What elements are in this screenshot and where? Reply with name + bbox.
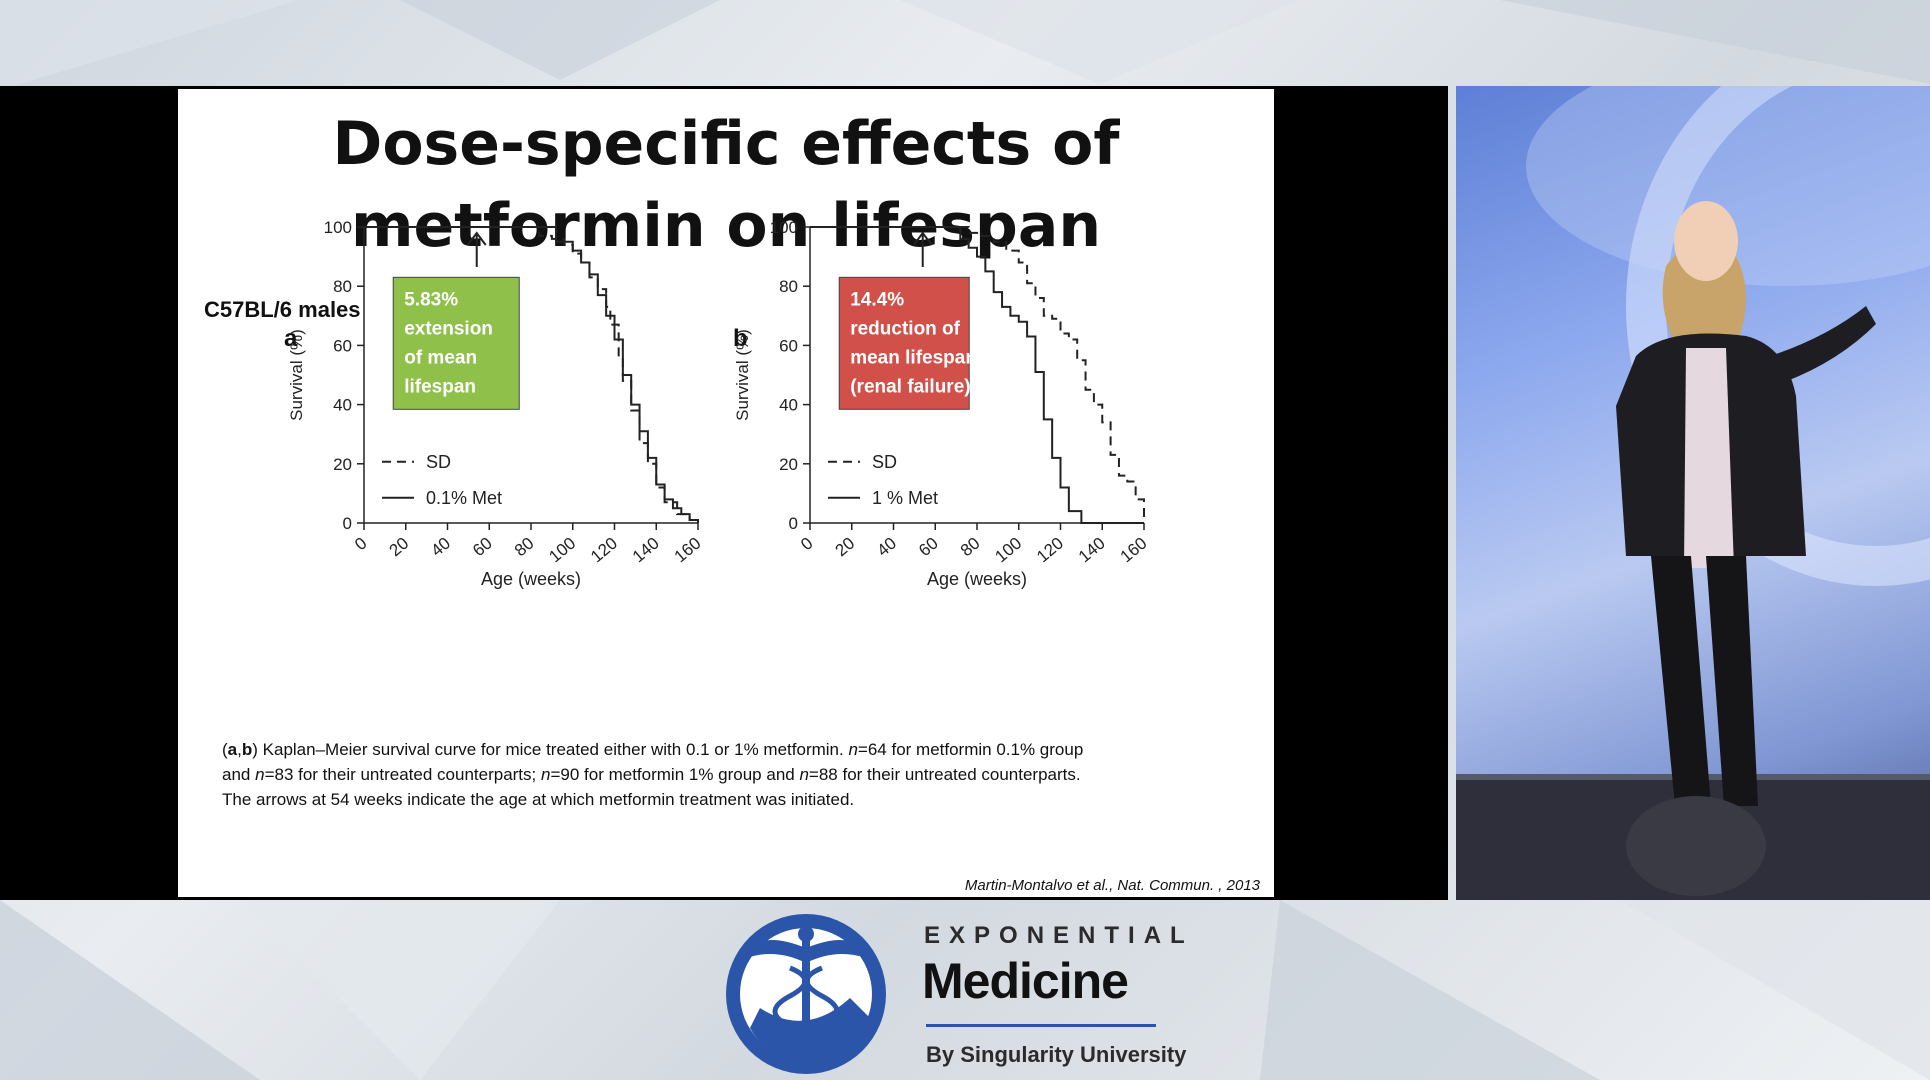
caption-n: n	[540, 765, 551, 784]
panel-a-annotation-box	[392, 276, 520, 410]
strain-label: C57BL/6 males	[204, 297, 361, 322]
panel-a-y-tick-label: 80	[333, 277, 352, 296]
panel-a-x-tick-label: 120	[587, 534, 621, 567]
panel-a-annotation-line: lifespan	[404, 376, 476, 397]
panel-a-y-tick-label: 100	[324, 218, 352, 237]
panel-a-treatment-arrow-icon	[466, 231, 487, 246]
panel-b-x-tick-label: 140	[1075, 534, 1109, 567]
panel-a-y-axis-label: Survival (%)	[287, 329, 306, 421]
panel-a-x-tick-label: 40	[427, 534, 454, 561]
presentation-slide: Dose-specific effects of metformin on li…	[178, 89, 1274, 897]
panel-a-annotation-line: 5.83%	[404, 289, 458, 310]
panel-a-x-tick-label: 100	[545, 534, 579, 567]
panel-b-series-treated-line	[810, 226, 1144, 524]
panel-b-y-tick-label: 100	[770, 218, 798, 237]
panel-b-annotation-line: reduction of	[850, 318, 960, 339]
panel-b-x-tick-label: 100	[991, 534, 1025, 567]
panel-a-series-treated-line	[364, 226, 699, 523]
panel-b-annotation-box	[838, 276, 970, 410]
caption-part-1: ) Kaplan–Meier survival curve for mice t…	[252, 740, 849, 759]
panel-b-x-tick-label: 80	[957, 534, 984, 561]
panel-a-x-tick-label: 80	[511, 534, 538, 561]
panel-a-legend-label: SD	[426, 452, 451, 472]
panel-b-y-axis-label: Survival (%)	[733, 329, 752, 421]
panel-b-treatment-arrow-icon	[912, 231, 933, 246]
speaker-video-frame	[1456, 86, 1930, 900]
caption-bold-a: a	[227, 740, 238, 759]
panel-a-x-axis-label: Age (weeks)	[481, 569, 581, 589]
panel-a-x-tick-label: 160	[671, 534, 705, 567]
caption-n: n	[799, 765, 809, 784]
logo-word-exponential: EXPONENTIAL	[924, 922, 1194, 949]
caduceus-logo-icon	[726, 914, 886, 1074]
slide-title-line-1: Dose-specific effects of	[332, 109, 1120, 179]
panel-a-x-tick-label: 60	[469, 534, 496, 561]
panel-b-x-tick-label: 0	[797, 534, 816, 555]
panel-b-x-tick-label: 160	[1117, 534, 1151, 567]
panel-b-y-tick-label: 60	[779, 336, 798, 355]
logo-tagline: By Singularity University	[926, 1042, 1187, 1067]
caption-n: n	[255, 765, 265, 784]
panel-b-y-tick-label: 20	[779, 455, 798, 474]
panel-a-x-tick-label: 20	[386, 534, 413, 561]
panel-a-annotation-line: of mean	[404, 347, 477, 368]
panel-b-annotation-line: 14.4%	[850, 289, 904, 310]
panel-b-series-control-line	[810, 226, 1145, 521]
speaker-image	[1456, 86, 1930, 900]
panel-a-letter: a	[284, 325, 298, 352]
panel-b-x-tick-label: 20	[832, 534, 859, 561]
caption-part-6: =88 for their untreated counterparts.	[808, 765, 1081, 784]
logo-divider	[926, 1024, 1156, 1027]
panel-a-y-tick-label: 20	[333, 455, 352, 474]
event-logo: EXPONENTIAL Medicine By Singularity Univ…	[720, 908, 1240, 1080]
panel-b-legend-label: 1 % Met	[872, 488, 938, 508]
caption-part-2: =64 for metformin 0.1% group	[857, 740, 1084, 759]
caption-bold-b: b	[241, 740, 253, 759]
panel-b-x-tick-label: 60	[915, 534, 942, 561]
panel-b-y-tick-label: 40	[779, 396, 798, 415]
figure-caption: (a,b) Kaplan–Meier survival curve for mi…	[222, 740, 1084, 809]
panel-a-x-tick-label: 0	[351, 534, 370, 555]
panel-b-letter: b	[733, 325, 748, 352]
panel-b-x-tick-label: 120	[1033, 534, 1067, 567]
caption-n: n	[848, 740, 858, 759]
panel-b-y-tick-label: 0	[789, 514, 798, 533]
caption-part-5: =90 for metformin 1% group and	[550, 765, 800, 784]
panel-a-y-tick-label: 0	[343, 514, 352, 533]
panel-b-x-tick-label: 40	[873, 534, 900, 561]
panel-a-y-tick-label: 60	[333, 336, 352, 355]
panel-a-y-tick-label: 40	[333, 396, 352, 415]
panel-a-annotation-line: extension	[404, 318, 493, 339]
panel-b-legend-label: SD	[872, 452, 897, 472]
caption-part-3: and	[222, 765, 256, 784]
panel-a-x-tick-label: 140	[629, 534, 663, 567]
caption-part-4: =83 for their untreated counterparts;	[264, 765, 541, 784]
panel-b-annotation-line: (renal failure)	[850, 376, 970, 397]
logo-word-medicine: Medicine	[922, 953, 1129, 1009]
panel-a-legend-label: 0.1% Met	[426, 488, 502, 508]
panel-b-y-tick-label: 80	[779, 277, 798, 296]
caption-part-7: The arrows at 54 weeks indicate the age …	[222, 790, 855, 809]
panel-b-x-axis-label: Age (weeks)	[927, 569, 1027, 589]
panel-b-annotation-line: mean lifespan	[850, 347, 977, 368]
citation: Martin-Montalvo et al., Nat. Commun. , 2…	[964, 877, 1260, 894]
